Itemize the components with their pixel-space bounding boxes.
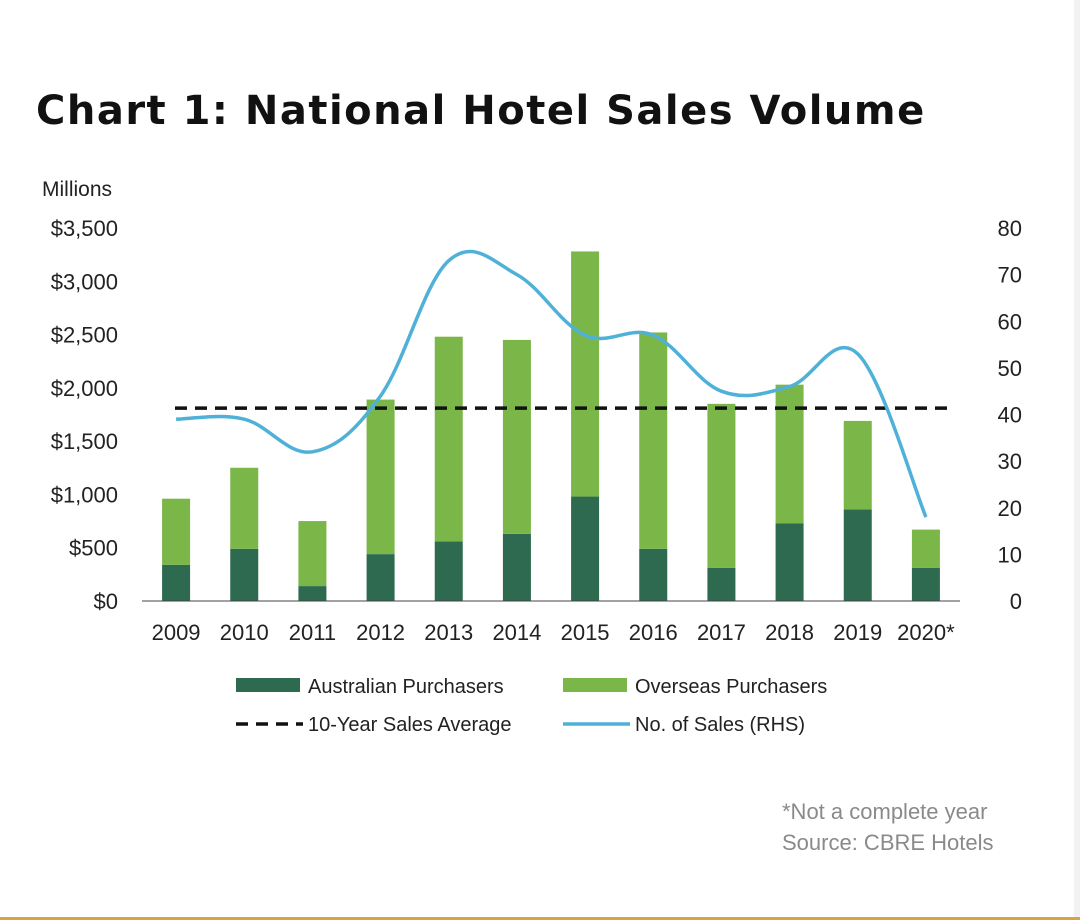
page-edge-bottom — [0, 917, 1080, 920]
page-edge-right — [1074, 0, 1080, 920]
y-tick-label: $3,500 — [51, 216, 118, 241]
lines-layer — [175, 249, 948, 518]
bar-overseas-2018 — [775, 384, 804, 524]
x-tick-label: 2016 — [629, 620, 678, 645]
footnote-incomplete-year: *Not a complete year — [782, 799, 988, 824]
bar-overseas-2010 — [230, 467, 259, 549]
legend-label-australian: Australian Purchasers — [308, 676, 504, 698]
bar-overseas-2012 — [366, 399, 395, 555]
x-tick-label: 2020* — [897, 620, 955, 645]
legend: Australian Purchasers Overseas Purchasers… — [236, 676, 827, 736]
x-tick-label: 2012 — [356, 620, 405, 645]
source-note: Source: CBRE Hotels — [782, 830, 994, 855]
x-tick-label: 2009 — [152, 620, 201, 645]
legend-label-sales: No. of Sales (RHS) — [635, 714, 805, 736]
y-tick-label: $1,000 — [51, 482, 118, 507]
x-tick-label: 2017 — [697, 620, 746, 645]
bar-australian-2020 — [911, 567, 940, 601]
y-tick-label: $0 — [94, 589, 118, 614]
x-tick-label: 2019 — [833, 620, 882, 645]
y2-tick-label: 40 — [998, 403, 1022, 428]
bar-overseas-2016 — [639, 332, 668, 549]
number-of-sales-line — [176, 249, 928, 518]
bar-australian-2018 — [775, 523, 804, 601]
y-tick-label: $2,500 — [51, 323, 118, 348]
legend-label-overseas: Overseas Purchasers — [635, 676, 827, 698]
x-tick-label: 2013 — [424, 620, 473, 645]
chart-title: Chart 1: National Hotel Sales Volume — [36, 88, 926, 134]
y2-tick-label: 10 — [998, 542, 1022, 567]
bars-layer — [162, 251, 940, 601]
legend-swatch-australian — [236, 678, 300, 692]
bar-overseas-2020 — [911, 529, 940, 568]
bar-overseas-2013 — [434, 336, 463, 542]
bar-overseas-2019 — [843, 420, 872, 510]
y2-tick-label: 20 — [998, 496, 1022, 521]
bar-australian-2016 — [639, 548, 668, 601]
x-tick-label: 2011 — [289, 620, 336, 645]
legend-swatch-overseas — [563, 678, 627, 692]
bar-australian-2009 — [162, 564, 191, 601]
bar-australian-2011 — [298, 586, 327, 601]
y-tick-label: $500 — [69, 536, 118, 561]
bar-australian-2019 — [843, 509, 872, 601]
legend-label-average: 10-Year Sales Average — [308, 714, 512, 736]
bar-overseas-2009 — [162, 498, 191, 565]
y2-tick-label: 80 — [998, 216, 1022, 241]
y-tick-label: $1,500 — [51, 429, 118, 454]
bar-overseas-2014 — [502, 339, 531, 534]
axes-layer: $0 $500 $1,000 $1,500 $2,000 $2,500 $3,000 $3,5… — [51, 216, 1022, 645]
y2-tick-label: 70 — [998, 263, 1022, 288]
bar-overseas-2017 — [707, 403, 736, 568]
x-tick-label: 2010 — [220, 620, 269, 645]
bar-australian-2015 — [571, 496, 600, 601]
x-tick-label: 2014 — [492, 620, 541, 645]
bar-australian-2010 — [230, 548, 259, 601]
y2-tick-label: 30 — [998, 449, 1022, 474]
y-tick-label: $3,000 — [51, 269, 118, 294]
bar-australian-2012 — [366, 554, 395, 601]
bar-australian-2014 — [502, 533, 531, 601]
y-axis-unit-label: Millions — [42, 178, 113, 201]
y2-tick-label: 60 — [998, 309, 1022, 334]
x-tick-label: 2015 — [561, 620, 610, 645]
bar-overseas-2015 — [571, 251, 600, 497]
footnote: *Not a complete year Source: CBRE Hotels — [782, 796, 994, 858]
bar-overseas-2011 — [298, 521, 327, 587]
y-tick-label: $2,000 — [51, 376, 118, 401]
y2-tick-label: 0 — [1010, 589, 1022, 614]
bar-australian-2013 — [434, 541, 463, 601]
x-tick-label: 2018 — [765, 620, 814, 645]
y2-tick-label: 50 — [998, 356, 1022, 381]
bar-australian-2017 — [707, 567, 736, 601]
